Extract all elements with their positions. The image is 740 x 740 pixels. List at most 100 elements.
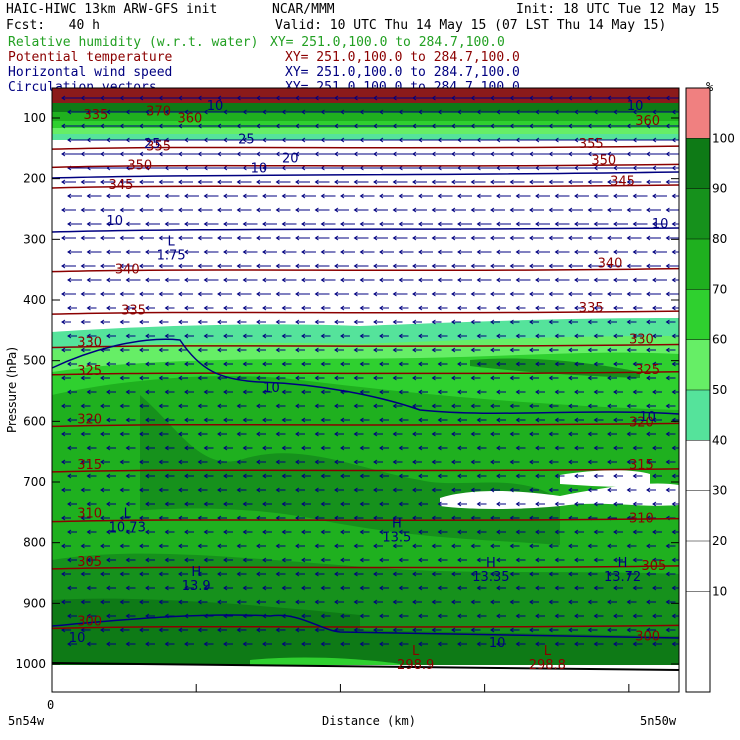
wind-vector xyxy=(314,123,336,129)
wind-vector xyxy=(412,515,422,521)
wind-vector xyxy=(223,417,233,423)
wind-vector xyxy=(671,221,679,227)
wind-vector xyxy=(652,137,673,143)
wind-vector xyxy=(125,305,136,311)
wind-vector xyxy=(665,95,679,101)
rh-band xyxy=(52,128,679,134)
wind-vector xyxy=(295,291,310,297)
wind-vector xyxy=(256,487,266,493)
wind-vector xyxy=(223,193,238,199)
wind-vector xyxy=(587,599,598,605)
wind-vector xyxy=(626,347,637,353)
wind-vector xyxy=(86,277,102,283)
wind-vector xyxy=(119,431,130,437)
wind-vector xyxy=(392,375,403,381)
wind-vector xyxy=(203,529,214,535)
wind-speed-label: 10 xyxy=(251,161,268,176)
wind-vector xyxy=(515,277,531,283)
wind-vector xyxy=(476,109,498,115)
wind-speed-label: 10 xyxy=(627,99,644,114)
wind-vector xyxy=(470,151,492,157)
wind-vector xyxy=(398,585,409,591)
wind-vector xyxy=(139,627,149,633)
wind-vector xyxy=(80,263,96,269)
wind-vector xyxy=(223,333,233,339)
wind-vector xyxy=(158,291,174,297)
wind-vector xyxy=(373,515,383,521)
wind-vector xyxy=(457,417,467,423)
wind-vector xyxy=(119,543,130,549)
wind-vector xyxy=(379,557,389,563)
wind-vector xyxy=(632,473,643,479)
theta-contour xyxy=(52,343,679,349)
wind-vector xyxy=(613,585,623,591)
wind-vector xyxy=(476,165,498,171)
wind-vector xyxy=(314,347,325,353)
colorbar-label: 90 xyxy=(712,182,727,196)
wind-vector xyxy=(548,543,559,549)
wind-vector xyxy=(61,571,71,577)
theta-label: 315 xyxy=(629,458,654,473)
wind-vector xyxy=(256,375,266,381)
wind-vector xyxy=(203,445,214,451)
wind-vector xyxy=(418,277,433,283)
wind-vector xyxy=(373,487,383,493)
wind-vector xyxy=(158,263,174,269)
wind-vector xyxy=(535,641,545,647)
wind-vector xyxy=(496,249,511,255)
wind-vector xyxy=(139,459,149,465)
wind-vector xyxy=(256,571,266,577)
wind-vector xyxy=(652,557,662,563)
wind-vector xyxy=(262,641,272,647)
wind-vector xyxy=(373,319,383,325)
wind-vector xyxy=(353,347,364,353)
y-tick-label: 300 xyxy=(23,232,46,246)
wind-vector xyxy=(61,543,71,549)
wind-vector xyxy=(281,137,303,143)
wind-vector xyxy=(197,543,208,549)
wind-vector xyxy=(86,193,102,199)
wind-vector xyxy=(626,487,637,493)
wind-vector xyxy=(418,445,428,451)
wind-vector xyxy=(626,123,648,129)
wind-vector xyxy=(340,613,350,619)
wind-vector xyxy=(574,445,584,451)
wind-vector xyxy=(125,221,141,227)
wind-vector xyxy=(145,221,160,227)
wind-vector xyxy=(67,249,82,255)
wind-vector xyxy=(158,179,174,185)
wind-vector xyxy=(119,291,135,297)
wind-vector xyxy=(106,473,116,479)
wind-vector xyxy=(178,627,188,633)
wind-vector xyxy=(671,501,679,507)
wind-vector xyxy=(548,291,564,297)
wind-vector xyxy=(164,389,175,395)
wind-vector xyxy=(334,487,344,493)
wind-vector xyxy=(412,179,427,185)
wind-vector xyxy=(359,193,375,199)
wind-vector xyxy=(340,165,361,171)
wind-vector xyxy=(431,207,447,213)
wind-vector xyxy=(607,543,617,549)
wind-vector xyxy=(236,571,247,577)
wind-vector xyxy=(554,109,576,115)
wind-vector xyxy=(646,487,656,493)
wind-vector xyxy=(184,445,194,451)
wind-vector xyxy=(275,151,297,157)
wind-vector xyxy=(593,613,604,619)
wind-vector xyxy=(158,599,169,605)
wind-vector xyxy=(509,487,520,493)
wind-vector xyxy=(223,641,233,647)
wind-vector xyxy=(106,501,116,507)
wind-vector xyxy=(476,361,487,367)
wind-vector xyxy=(301,109,322,115)
wind-vector xyxy=(178,207,193,213)
wind-vector xyxy=(158,375,169,381)
wind-vector xyxy=(334,95,355,101)
wind-vector xyxy=(671,305,679,311)
wind-vector xyxy=(548,375,559,381)
wind-vector xyxy=(476,557,487,563)
wind-vector xyxy=(106,333,116,339)
wind-vector xyxy=(646,347,656,353)
wind-vector xyxy=(61,347,71,353)
